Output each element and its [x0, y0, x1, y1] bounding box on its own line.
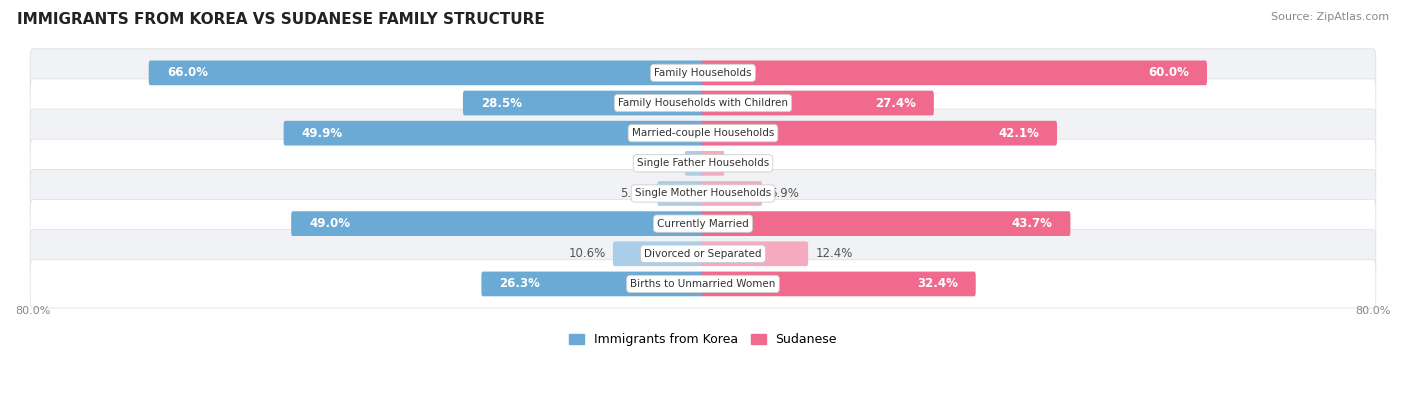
FancyBboxPatch shape [284, 121, 704, 145]
Text: Divorced or Separated: Divorced or Separated [644, 249, 762, 259]
FancyBboxPatch shape [30, 260, 1376, 308]
FancyBboxPatch shape [702, 181, 762, 206]
FancyBboxPatch shape [463, 91, 704, 115]
FancyBboxPatch shape [702, 91, 934, 115]
FancyBboxPatch shape [30, 79, 1376, 127]
FancyBboxPatch shape [702, 272, 976, 296]
Legend: Immigrants from Korea, Sudanese: Immigrants from Korea, Sudanese [564, 328, 842, 351]
Text: Family Households with Children: Family Households with Children [619, 98, 787, 108]
Text: 5.3%: 5.3% [620, 187, 650, 200]
FancyBboxPatch shape [30, 229, 1376, 278]
FancyBboxPatch shape [702, 241, 808, 266]
FancyBboxPatch shape [149, 60, 704, 85]
Text: 66.0%: 66.0% [167, 66, 208, 79]
FancyBboxPatch shape [702, 60, 1206, 85]
Text: 2.4%: 2.4% [731, 157, 762, 170]
FancyBboxPatch shape [702, 211, 1070, 236]
FancyBboxPatch shape [291, 211, 704, 236]
Text: 2.0%: 2.0% [648, 157, 678, 170]
Text: Married-couple Households: Married-couple Households [631, 128, 775, 138]
Text: Single Mother Households: Single Mother Households [636, 188, 770, 198]
FancyBboxPatch shape [658, 181, 704, 206]
FancyBboxPatch shape [613, 241, 704, 266]
Text: 42.1%: 42.1% [998, 127, 1039, 140]
Text: 28.5%: 28.5% [481, 96, 522, 109]
FancyBboxPatch shape [30, 109, 1376, 157]
FancyBboxPatch shape [30, 169, 1376, 218]
Text: 49.9%: 49.9% [302, 127, 343, 140]
Text: 60.0%: 60.0% [1149, 66, 1189, 79]
FancyBboxPatch shape [30, 199, 1376, 248]
Text: 6.9%: 6.9% [769, 187, 799, 200]
FancyBboxPatch shape [30, 139, 1376, 188]
FancyBboxPatch shape [685, 151, 704, 176]
FancyBboxPatch shape [702, 151, 724, 176]
FancyBboxPatch shape [30, 49, 1376, 97]
Text: Single Father Households: Single Father Households [637, 158, 769, 168]
Text: 43.7%: 43.7% [1011, 217, 1053, 230]
Text: 49.0%: 49.0% [309, 217, 350, 230]
Text: 12.4%: 12.4% [815, 247, 852, 260]
Text: Currently Married: Currently Married [657, 219, 749, 229]
Text: Source: ZipAtlas.com: Source: ZipAtlas.com [1271, 12, 1389, 22]
Text: 10.6%: 10.6% [568, 247, 606, 260]
Text: Family Households: Family Households [654, 68, 752, 78]
Text: 26.3%: 26.3% [499, 277, 540, 290]
FancyBboxPatch shape [481, 272, 704, 296]
Text: 32.4%: 32.4% [917, 277, 957, 290]
Text: IMMIGRANTS FROM KOREA VS SUDANESE FAMILY STRUCTURE: IMMIGRANTS FROM KOREA VS SUDANESE FAMILY… [17, 12, 544, 27]
Text: 27.4%: 27.4% [875, 96, 915, 109]
FancyBboxPatch shape [702, 121, 1057, 145]
Text: Births to Unmarried Women: Births to Unmarried Women [630, 279, 776, 289]
